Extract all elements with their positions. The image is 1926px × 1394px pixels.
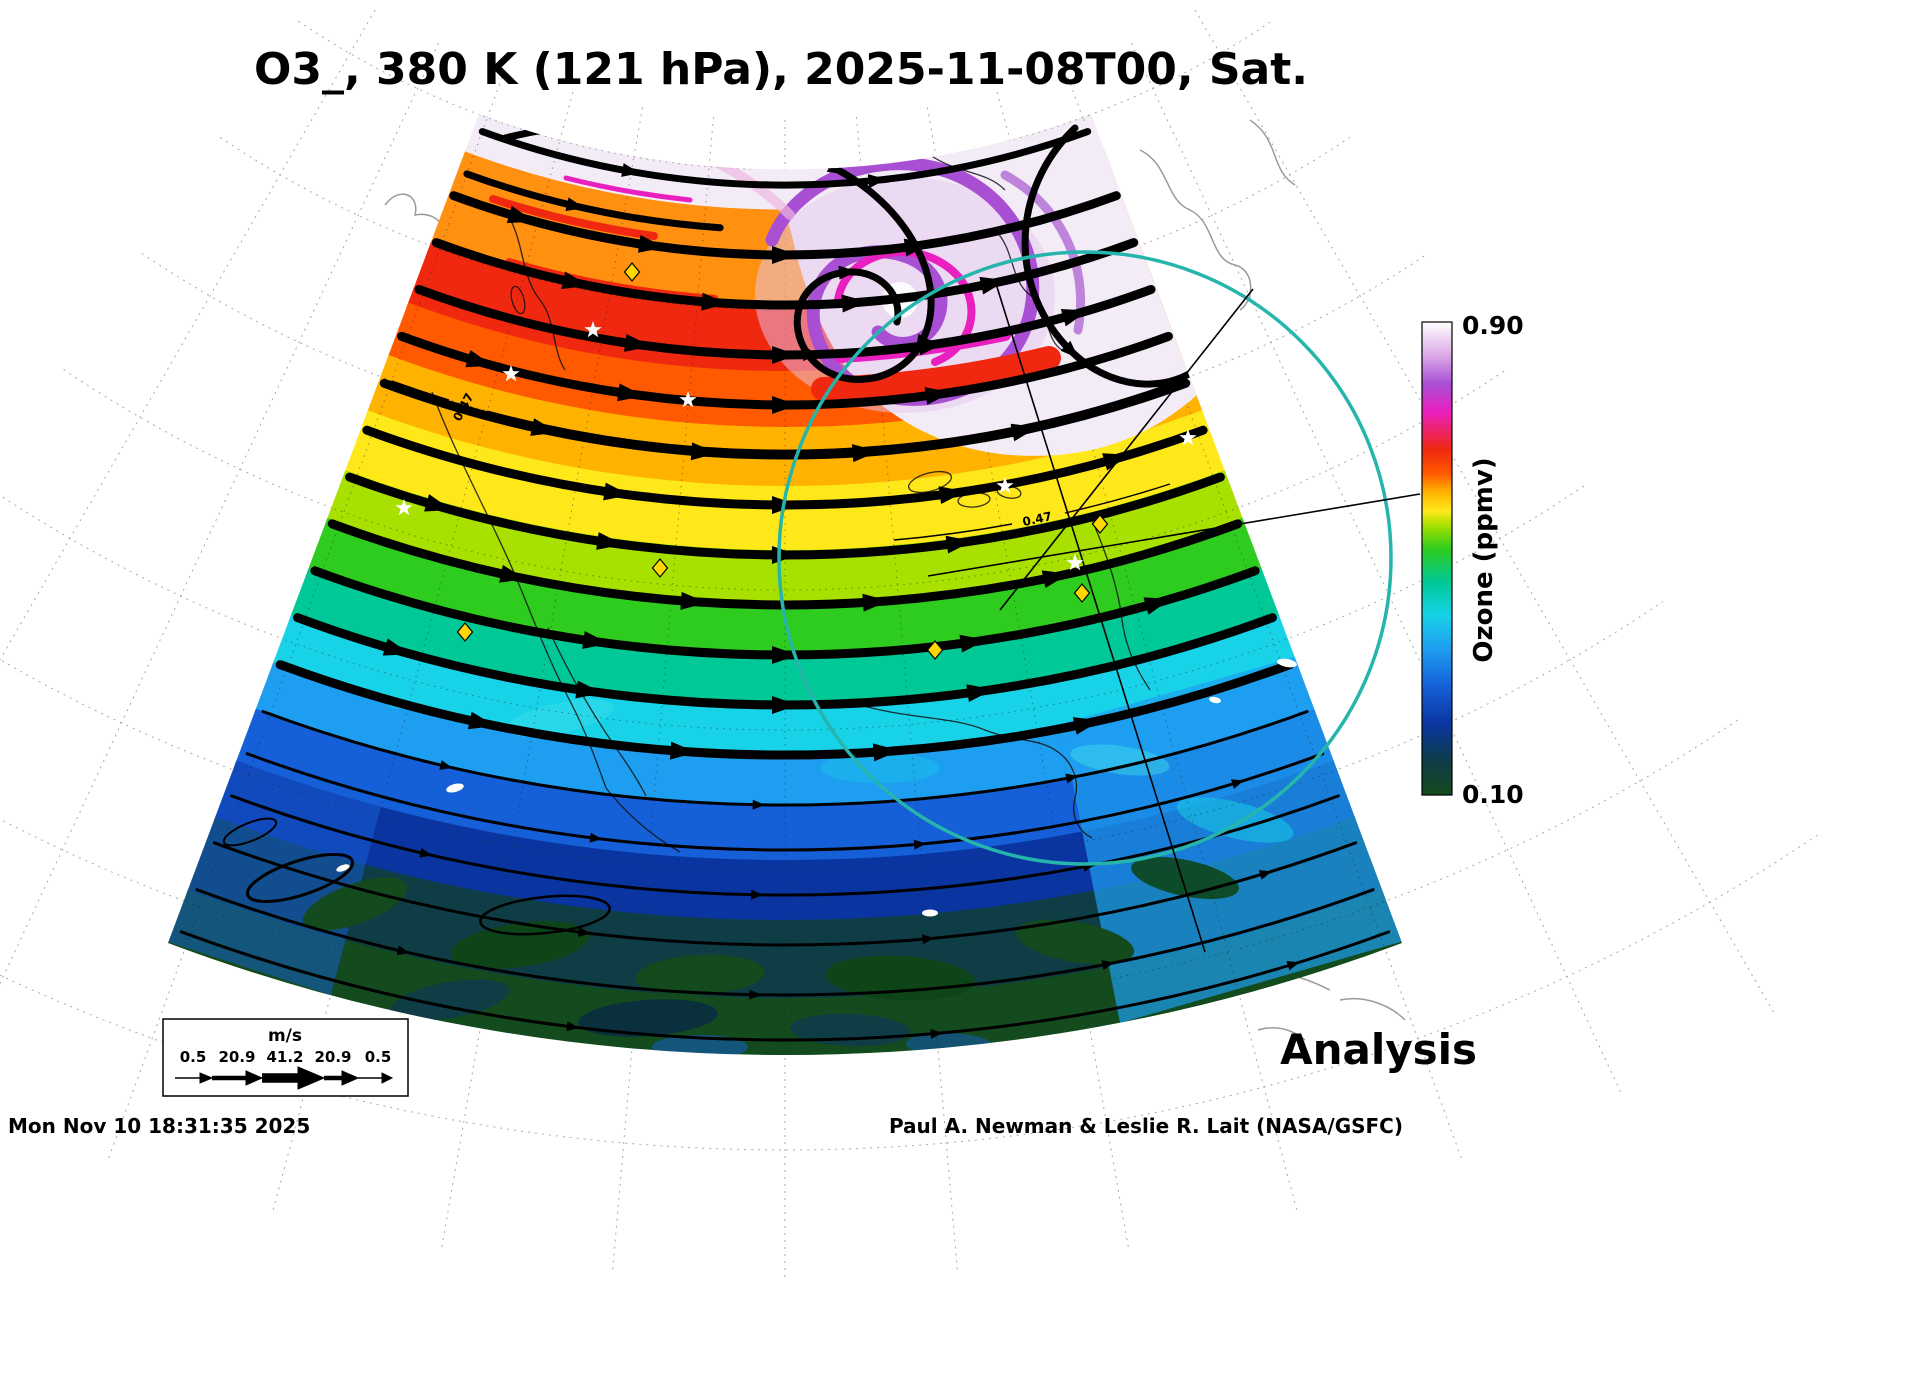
wind-streamline — [449, 191, 1121, 264]
wind-legend-box — [162, 1018, 409, 1097]
station-markers — [336, 262, 1297, 917]
city-star-marker — [584, 321, 602, 338]
track-line — [999, 288, 1254, 611]
station-diamond-marker — [926, 640, 944, 660]
island — [510, 285, 526, 315]
wind-streamline — [345, 472, 1225, 564]
wind-legend-value: 0.5 — [180, 1048, 207, 1066]
cloud-blob — [1277, 658, 1297, 668]
streamline-loop — [245, 853, 355, 903]
cloud-blob — [336, 864, 350, 872]
station-diamond-marker — [623, 262, 641, 282]
cloud-blob — [922, 909, 938, 917]
figure-title: O3_, 380 K (121 hPa), 2025-11-08T00, Sat… — [254, 44, 1308, 95]
city-star-marker — [996, 477, 1014, 494]
graticule-outside — [0, 9, 1820, 1280]
arrow-head-icon — [341, 1070, 360, 1086]
graticule-arc — [141, 252, 1429, 451]
map-fan: 0.47 0.47 — [168, 114, 1402, 1056]
wind-legend-units: m/s — [268, 1026, 302, 1046]
streamline-loop — [222, 817, 278, 847]
wind-streamline — [431, 238, 1139, 313]
colorbar-gradient — [1421, 321, 1453, 796]
wind-legend-value: 41.2 — [266, 1048, 303, 1066]
cloud-blob — [446, 783, 464, 793]
wind-legend-value: 20.9 — [218, 1048, 255, 1066]
wind-streamline — [478, 128, 1092, 189]
coastline — [1139, 149, 1252, 311]
credit: Paul A. Newman & Leslie R. Lait (NASA/GS… — [889, 1114, 1403, 1138]
station-diamond-marker — [1091, 514, 1109, 534]
graticule-line — [1065, 70, 1463, 1161]
observation-range-circle — [777, 250, 1393, 866]
contour-line — [391, 380, 450, 401]
colorbar-max-tick: 0.90 — [1462, 311, 1524, 340]
wind-speed-legend: m/s 0.5 20.9 41.2 20.9 0.5 — [162, 1018, 409, 1097]
track-line — [927, 493, 1421, 577]
cloud-blob — [1209, 696, 1221, 704]
graticule-line — [107, 70, 505, 1161]
ozone-streak — [563, 175, 693, 203]
arrow-head-icon — [297, 1066, 326, 1090]
graticule-arc — [0, 717, 1742, 1011]
graticule-line — [611, 116, 714, 1273]
graticule-arc — [63, 369, 1507, 591]
graticule-line — [440, 107, 644, 1250]
wind-legend-value: 20.9 — [314, 1048, 351, 1066]
station-diamond-marker — [651, 558, 669, 578]
graticule-line — [856, 116, 959, 1273]
city-star-marker — [502, 365, 520, 382]
wind-streamline — [275, 660, 1295, 762]
graticule-line — [0, 42, 439, 985]
ozone-colorbar: 0.90 0.10 Ozone (ppmv) — [1421, 311, 1524, 809]
graticule-line — [1131, 42, 1623, 1095]
track-line — [996, 286, 1206, 953]
colorbar-label: Ozone (ppmv) — [1469, 457, 1499, 662]
wind-streamline — [397, 331, 1173, 414]
city-star-marker — [679, 391, 697, 408]
graticule-arc — [298, 20, 1272, 171]
graticule-arc — [219, 136, 1351, 311]
vortex-streak — [1000, 170, 1086, 335]
colorbar-min-tick: 0.10 — [1462, 780, 1524, 809]
arrow-head-icon — [381, 1072, 394, 1084]
station-diamond-marker — [1073, 583, 1091, 603]
wind-streamline — [293, 613, 1277, 714]
ozone-patch — [302, 877, 408, 931]
wind-scale-arrow — [175, 1066, 394, 1090]
wind-legend-value: 0.5 — [365, 1048, 392, 1066]
coastline — [929, 154, 1006, 191]
wind-streamline — [179, 930, 1391, 1042]
arrow-head-icon — [199, 1072, 214, 1084]
graticule-line — [926, 107, 1130, 1250]
wind-streamlines — [179, 118, 1391, 1042]
wind-streamline — [212, 841, 1358, 947]
coastline — [1249, 119, 1296, 186]
city-star-marker — [1179, 429, 1197, 446]
analysis-label: Analysis — [1280, 1025, 1477, 1074]
timestamp: Mon Nov 10 18:31:35 2025 — [8, 1114, 310, 1138]
station-diamond-marker — [456, 622, 474, 642]
graticule-line — [1194, 9, 1776, 1015]
city-star-marker — [1066, 554, 1084, 571]
arrow-head-icon — [245, 1070, 264, 1086]
city-star-marker — [395, 499, 413, 516]
